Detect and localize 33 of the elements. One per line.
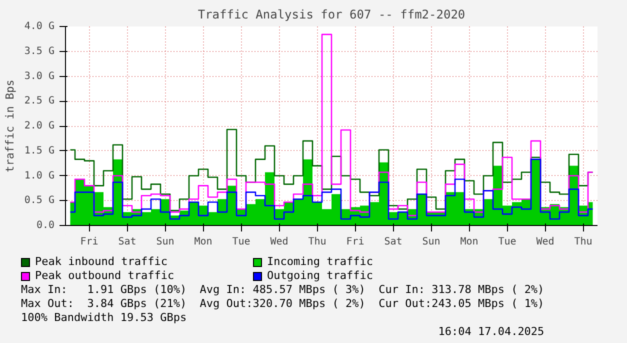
y-tick-label: 0.0: [36, 220, 54, 231]
x-tick-label: Sat: [384, 236, 402, 248]
text: 100% Bandwidth 19.53 GBps: [21, 311, 188, 325]
x-tick-label: Thu: [308, 236, 326, 248]
y-tick-label: 3.5 G: [24, 46, 55, 57]
chart-title: Traffic Analysis for 607 -- ffm2-2020: [198, 8, 466, 22]
x-tick-label: Tue: [232, 236, 250, 248]
x-tick-label: Fri: [80, 236, 98, 248]
y-tick-label: 4.0 G: [24, 21, 55, 32]
x-tick-label: Mon: [194, 236, 212, 248]
y-tick-label: 2.5 G: [24, 96, 55, 107]
x-tick-label: Sat: [118, 236, 136, 248]
x-tick-label: Wed: [536, 236, 554, 248]
legend-label: Outgoing traffic: [267, 269, 373, 283]
x-tick-label: Mon: [460, 236, 478, 248]
text: Max Out: 3.84 GBps (21%) Avg Out:320.70 MBps ( 2%) Cur Out:243.05 MBps ( 1%): [21, 297, 544, 311]
y-axis-title: traffic in Bps: [3, 80, 16, 172]
x-tick-label: Fri: [346, 236, 364, 248]
legend-label: Peak outbound traffic: [35, 269, 174, 283]
x-tick-label: Tue: [498, 236, 516, 248]
text: Max In: 1.91 GBps (10%) Avg In: 485.57 MBps ( 3%) Cur In: 313.78 MBps ( 2%): [21, 283, 544, 297]
x-tick-label: Wed: [270, 236, 288, 248]
y-tick-label: 2.0 G: [24, 120, 55, 132]
y-tick-label: 1.0 G: [24, 170, 55, 182]
x-tick-label: Sun: [156, 236, 174, 248]
y-tick-label: 1.5 G: [24, 145, 55, 156]
y-tick-label: 0.5 G: [24, 195, 55, 206]
x-tick-label: Thu: [574, 236, 592, 248]
text: 16:04 17.04.2025: [437, 325, 544, 339]
y-tick-label: 3.0 G: [24, 70, 55, 82]
legend-label: Incoming traffic: [267, 255, 373, 269]
x-tick-label: Sun: [422, 236, 440, 248]
legend-label: Peak inbound traffic: [35, 255, 168, 269]
